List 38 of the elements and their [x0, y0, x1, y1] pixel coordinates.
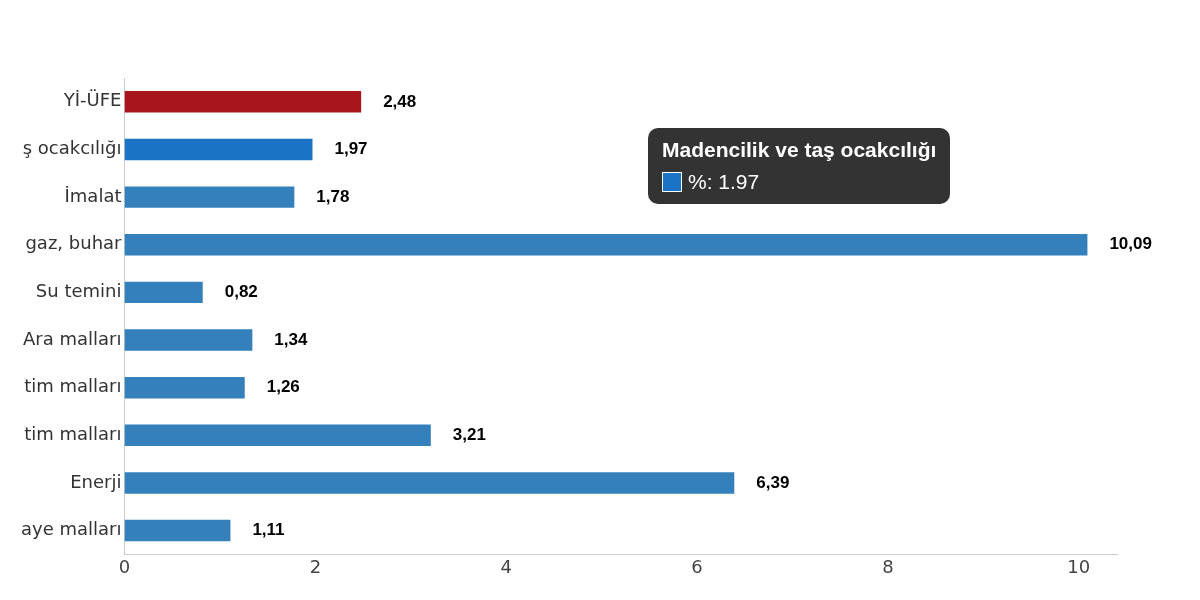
- data-label: 1,78: [316, 186, 350, 206]
- bar: [124, 186, 295, 208]
- bar: [124, 376, 245, 399]
- bar: [124, 138, 313, 161]
- bar: [124, 329, 253, 351]
- bar: [124, 424, 431, 447]
- y-tick-label: Su temini: [35, 280, 122, 302]
- bar: [124, 91, 362, 113]
- data-label: 0,82: [224, 282, 258, 302]
- data-label: 10,09: [1109, 234, 1152, 254]
- x-tick-label: 8: [882, 555, 894, 577]
- y-tick-label: aye malları: [20, 518, 122, 540]
- annotation: %: 1.97: [688, 170, 760, 194]
- bar: [124, 234, 1088, 256]
- x-tick-label: 2: [309, 555, 322, 577]
- annotation: Madencilik ve taş ocakcılığı: [662, 138, 937, 162]
- bar: [124, 519, 231, 542]
- y-tick-label: tim malları: [24, 375, 122, 397]
- y-tick-label: Yİ-ÜFE: [62, 89, 122, 111]
- y-tick-label: gaz, buhar: [25, 232, 123, 254]
- x-tick-label: 10: [1067, 555, 1091, 577]
- y-tick-label: ş ocakcılığı: [22, 137, 122, 159]
- bar: [124, 472, 735, 494]
- data-label: 2,48: [383, 91, 417, 111]
- y-tick-label: Ara malları: [23, 327, 122, 349]
- data-label: 1,34: [274, 329, 308, 349]
- y-tick-label: Enerji: [70, 470, 122, 492]
- data-label: 6,39: [756, 472, 790, 492]
- data-label: 1,97: [334, 139, 368, 159]
- data-label: 1,11: [252, 520, 285, 540]
- data-label: 3,21: [452, 424, 486, 444]
- x-tick-label: 0: [118, 555, 131, 577]
- y-tick-label: İmalat: [64, 184, 122, 206]
- x-tick-label: 4: [500, 555, 512, 577]
- y-tick-label: tim malları: [24, 422, 122, 444]
- data-label: 1,26: [266, 377, 300, 397]
- bar: [124, 281, 203, 304]
- x-tick-label: 6: [691, 555, 703, 577]
